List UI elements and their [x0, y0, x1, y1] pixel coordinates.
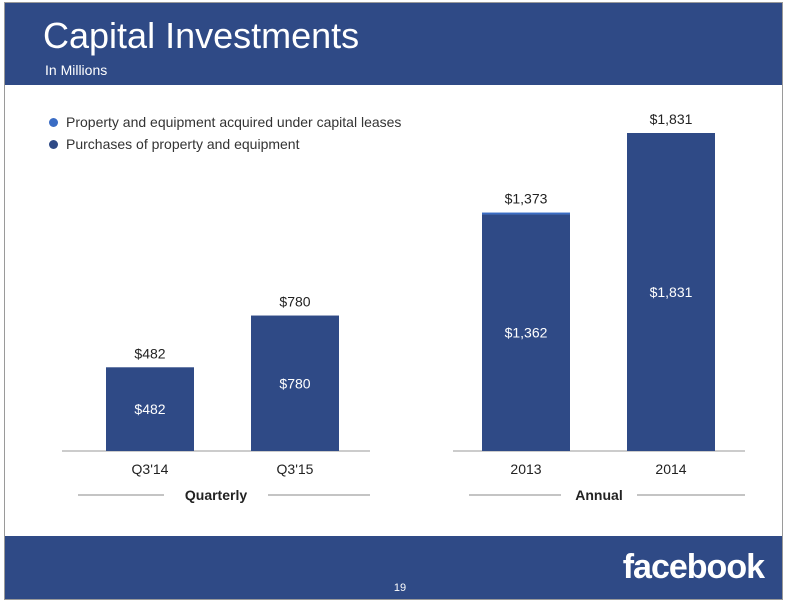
legend-dot-purchases: [49, 139, 58, 149]
page-subtitle: In Millions: [45, 62, 108, 78]
facebook-logo: facebook: [622, 548, 765, 586]
legend-label-purchases: Purchases of property and equipment: [66, 136, 300, 152]
legend-item-capital-leases: Property and equipment acquired under ca…: [49, 111, 401, 133]
header-banner: Capital Investments In Millions: [5, 3, 782, 85]
legend-item-purchases: Purchases of property and equipment: [49, 133, 401, 155]
x-tick-label-2013: 2013: [510, 461, 541, 477]
bar-total-label-q315: $780: [279, 294, 310, 310]
bar-value-label-q315: $780: [279, 375, 310, 391]
bar-total-label-2014: $1,831: [650, 111, 693, 127]
bar-purchases-q315: [251, 315, 339, 451]
bar-capital-leases-2013: [482, 212, 570, 215]
legend-label-capital-leases: Property and equipment acquired under ca…: [66, 114, 402, 130]
footer-banner: facebook 19: [5, 536, 782, 599]
chart-legend: Property and equipment acquired under ca…: [49, 111, 401, 155]
x-tick-label-2014: 2014: [655, 461, 686, 477]
bar-purchases-2014: [627, 133, 715, 451]
page-number: 19: [393, 582, 407, 594]
bar-value-label-2014: $1,831: [650, 284, 693, 300]
x-tick-label-q315: Q3'15: [277, 461, 314, 477]
bar-total-label-2013: $1,373: [505, 191, 548, 207]
group-label-quarterly: Quarterly: [185, 487, 247, 503]
bar-purchases-q314: [106, 367, 194, 451]
page-title: Capital Investments: [43, 15, 360, 56]
bar-total-label-q314: $482: [134, 345, 165, 361]
bar-purchases-2013: [482, 214, 570, 451]
x-tick-label-q314: Q3'14: [132, 461, 169, 477]
bar-value-label-2013: $1,362: [505, 325, 548, 341]
legend-dot-capital-leases: [49, 117, 58, 127]
bar-value-label-q314: $482: [134, 401, 165, 417]
group-label-annual: Annual: [575, 487, 622, 503]
